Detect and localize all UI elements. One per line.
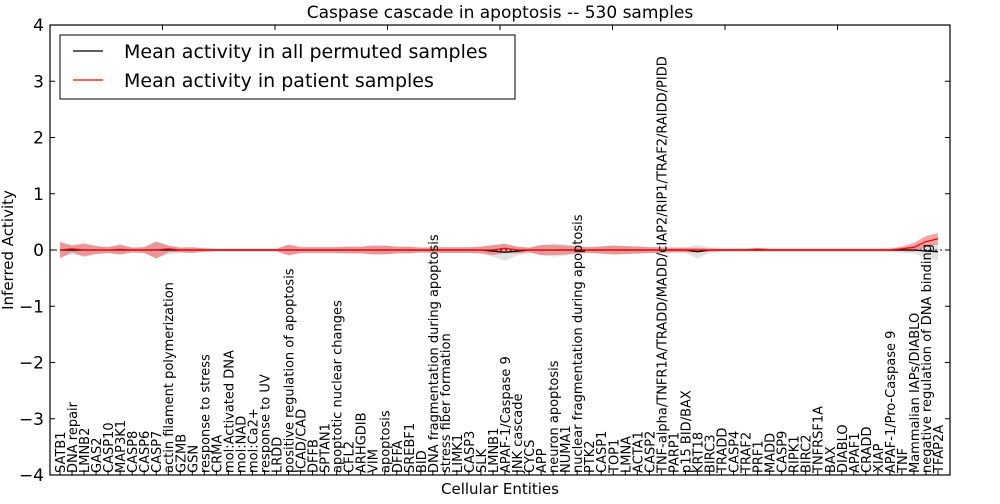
y-tick-label: −1	[19, 297, 44, 317]
x-tick-label: TNF-alpha/TNFR1A/TRADD/MADD/cIAP2/RIP1/T…	[655, 56, 670, 474]
y-tick-label: −2	[19, 354, 44, 374]
legend-label-permuted: Mean activity in all permuted samples	[124, 41, 487, 63]
y-tick-label: −3	[19, 410, 44, 430]
x-tick-label: TFAP2A	[932, 425, 947, 474]
x-axis-label: Cellular Entities	[441, 480, 559, 498]
legend-label-patient: Mean activity in patient samples	[124, 70, 434, 92]
x-tick-label: nuclear fragmentation during apoptosis	[571, 214, 586, 473]
bands	[50, 233, 950, 261]
y-tick-label: 2	[33, 129, 44, 149]
y-tick-label: 0	[33, 241, 44, 261]
y-tick-label: 3	[33, 72, 44, 92]
y-tick-label: 4	[33, 16, 44, 36]
legend: Mean activity in all permuted samples Me…	[60, 35, 515, 99]
chart-title: Caspase cascade in apoptosis -- 530 samp…	[307, 3, 694, 23]
y-axis-label: Inferred Activity	[0, 190, 17, 310]
y-tick-label: −4	[19, 466, 44, 486]
y-tick-label: 1	[33, 185, 44, 205]
